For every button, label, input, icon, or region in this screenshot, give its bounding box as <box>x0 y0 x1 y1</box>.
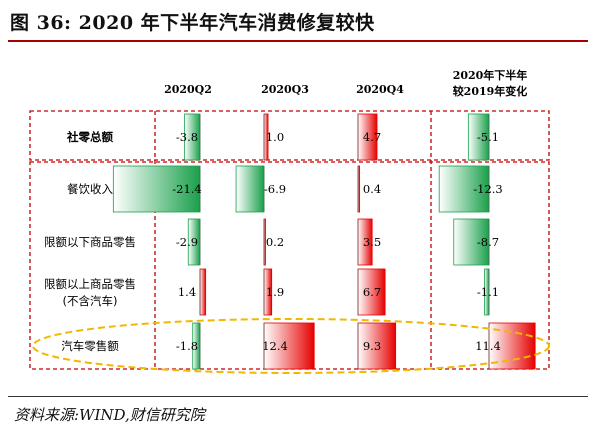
row-label-1: 餐饮收入 <box>67 182 113 196</box>
data-label-r1-c2: 0.4 <box>363 182 381 196</box>
data-label-r3-c3: -1.1 <box>477 285 499 299</box>
bar-r3-c0 <box>199 268 207 316</box>
frame-detail-rows <box>29 161 550 370</box>
data-label-r2-c3: -8.7 <box>477 235 499 249</box>
data-label-r3-c1: 1.9 <box>266 285 284 299</box>
column-headers: 2020Q2 2020Q3 2020Q4 2020年下半年较2019年变化 <box>164 68 527 98</box>
data-bars <box>112 113 536 370</box>
column-header-3: 2020年下半年较2019年变化 <box>453 68 528 98</box>
row-label-4: 汽车零售额 <box>61 339 119 353</box>
column-header-1: 2020Q3 <box>261 83 309 96</box>
data-label-r4-c3: 11.4 <box>475 339 501 353</box>
bar-r1-c3 <box>438 165 490 213</box>
data-label-r1-c1: -6.9 <box>264 182 286 196</box>
footer-rule <box>8 396 588 397</box>
highlight-ellipse <box>32 318 550 374</box>
data-label-r3-c2: 6.7 <box>363 285 381 299</box>
data-label-r1-c0: -21.4 <box>172 182 202 196</box>
chart: 2020Q2 2020Q3 2020Q4 2020年下半年较2019年变化 社零总额餐… <box>29 68 550 374</box>
row-label-0: 社零总额 <box>66 130 113 144</box>
title-rule <box>8 40 588 42</box>
data-labels: -3.8 1.0 4.7 -5.1 -21.4 -6.9 0.4 -12.3 -2.9 0.2 3.… <box>172 130 503 353</box>
frame-total-row <box>29 110 550 161</box>
bar-r1-c1 <box>235 165 265 213</box>
table-frames <box>29 110 550 370</box>
column-header-2: 2020Q4 <box>356 83 404 96</box>
row-label-3: 限额以上商品零售(不含汽车) <box>44 277 136 308</box>
data-label-r3-c0: 1.4 <box>178 285 196 299</box>
data-label-r0-c1: 1.0 <box>266 130 284 144</box>
data-label-r4-c0: -1.8 <box>176 339 198 353</box>
column-header-0: 2020Q2 <box>164 83 212 96</box>
bar-r4-c1 <box>263 322 315 370</box>
bar-r3-c2 <box>357 268 386 316</box>
page-title: 图 36: 2020 年下半年汽车消费修复较快 <box>10 12 375 34</box>
data-label-r0-c0: -3.8 <box>176 130 198 144</box>
data-label-r4-c2: 9.3 <box>363 339 381 353</box>
highlight-ellipse-shape <box>32 318 550 374</box>
row-label-2: 限额以下商品零售 <box>44 235 136 249</box>
source-note: 资料来源:WIND,财信研究院 <box>14 406 205 424</box>
data-label-r1-c3: -12.3 <box>473 182 503 196</box>
data-label-r2-c2: 3.5 <box>363 235 381 249</box>
bar-r1-c0 <box>112 165 201 213</box>
data-label-r4-c1: 12.4 <box>262 339 288 353</box>
data-label-r0-c2: 4.7 <box>363 130 381 144</box>
data-label-r0-c3: -5.1 <box>477 130 499 144</box>
data-label-r2-c0: -2.9 <box>176 235 198 249</box>
data-label-r2-c1: 0.2 <box>266 235 284 249</box>
